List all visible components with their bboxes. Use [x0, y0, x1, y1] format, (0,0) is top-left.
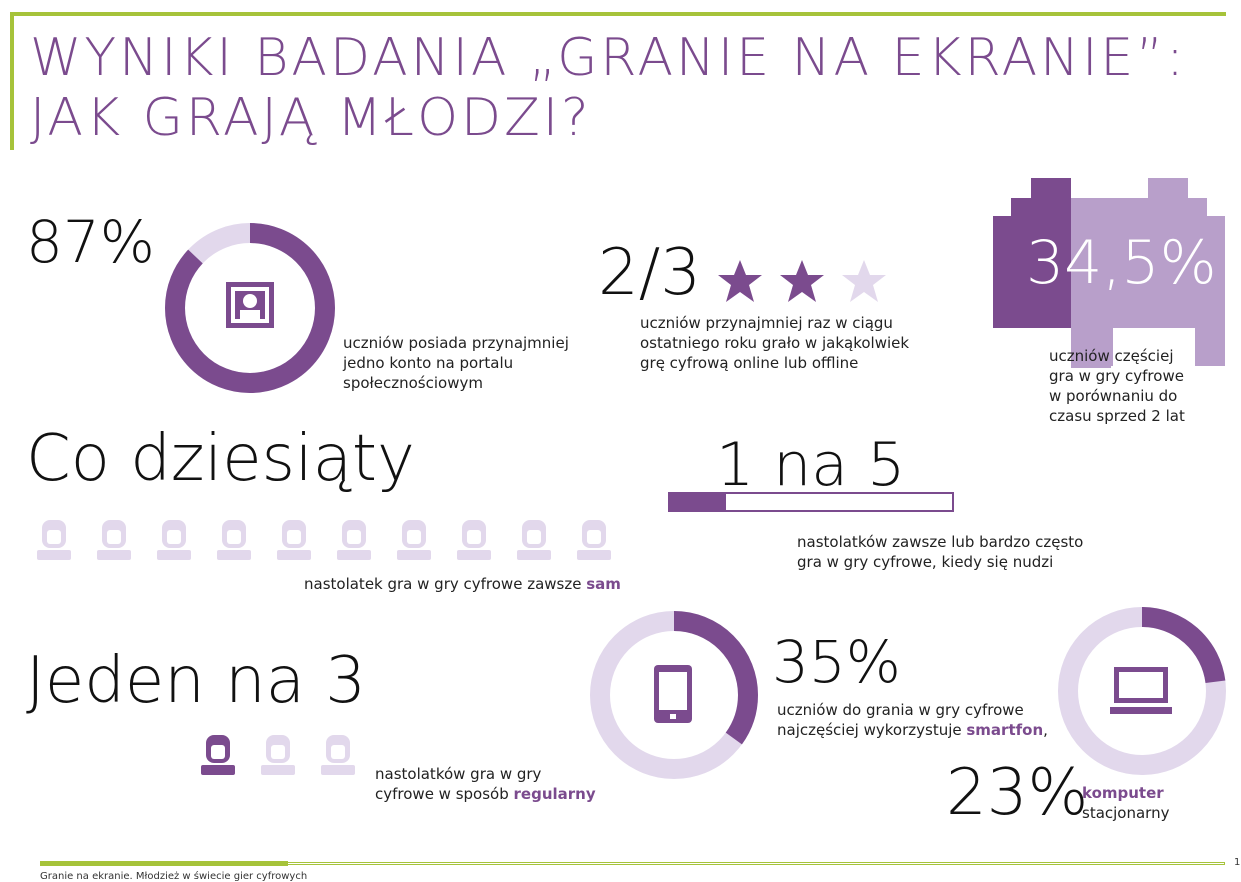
regular-people-row [198, 733, 378, 779]
regular-caption-line1: nastolatków gra w gry [375, 765, 542, 783]
bored-caption-line1: nastolatków zawsze lub bardzo często [797, 533, 1084, 551]
space-invader-icon [993, 178, 1225, 368]
alone-stat-value: Co dziesiąty [26, 422, 415, 496]
person-icon [457, 520, 491, 560]
social-donut-arc [165, 223, 335, 393]
bored-progress-bar [668, 492, 954, 512]
played-caption-line1: uczniów przynajmniej raz w ciągu [640, 314, 893, 332]
star-icon [780, 260, 824, 302]
desktop-computer-icon [1110, 667, 1172, 714]
star-icon [842, 260, 886, 302]
smartphone-stat-value: 35% [772, 628, 901, 696]
person-icon [321, 735, 355, 775]
played-stat-caption: uczniów przynajmniej raz w ciągu ostatni… [640, 313, 909, 373]
more-often-caption-line1: uczniów częściej [1049, 347, 1174, 365]
more-often-caption-line4: czasu sprzed 2 lat [1049, 407, 1185, 425]
smartphone-icon [654, 665, 692, 723]
regular-stat-caption: nastolatków gra w gry cyfrowe w sposób r… [375, 764, 596, 804]
person-icon [37, 520, 71, 560]
played-stars-row [716, 258, 896, 304]
alone-caption-text: nastolatek gra w gry cyfrowe zawsze [304, 575, 587, 593]
social-caption-line2: jedno konto na portalu [343, 354, 514, 372]
page-title: WYNIKI BADANIA „GRANIE NA EKRANIE”: JAK … [30, 28, 1187, 148]
person-icon [337, 520, 371, 560]
smartphone-donut-chart [590, 611, 758, 779]
regular-caption-highlight: regularny [513, 785, 596, 803]
bored-stat-value: 1 na 5 [716, 430, 906, 500]
person-icon [157, 520, 191, 560]
social-donut-chart [165, 223, 335, 393]
computer-donut-arc [1058, 607, 1226, 775]
smartphone-caption-line1: uczniów do grania w gry cyfrowe [777, 701, 1024, 719]
social-stat-value: 87% [26, 208, 155, 276]
bored-caption-line2: gra w gry cyfrowe, kiedy się nudzi [797, 553, 1054, 571]
social-caption-line1: uczniów posiada przynajmniej [343, 334, 569, 352]
more-often-caption-line3: w porównaniu do [1049, 387, 1178, 405]
more-often-caption-line2: gra w gry cyfrowe [1049, 367, 1184, 385]
page-title-line1: WYNIKI BADANIA „GRANIE NA EKRANIE”: [30, 28, 1187, 88]
smartphone-caption-line2: najczęściej wykorzystuje [777, 721, 967, 739]
smartphone-caption-suffix: , [1043, 721, 1048, 739]
computer-caption-highlight: komputer [1082, 784, 1164, 802]
footer-rule-accent [40, 861, 288, 866]
page-number: 1 [1234, 857, 1241, 868]
person-icon [397, 520, 431, 560]
person-icon [97, 520, 131, 560]
computer-caption-line2: stacjonarny [1082, 804, 1170, 822]
person-icon [261, 735, 295, 775]
computer-stat-caption: komputer stacjonarny [1082, 783, 1169, 823]
more-often-stat-value: 34,5% [1026, 228, 1217, 298]
bored-stat-caption: nastolatków zawsze lub bardzo często gra… [797, 532, 1083, 572]
smartphone-donut-arc [590, 611, 758, 779]
header-rule [10, 12, 1226, 16]
regular-stat-value: Jeden na 3 [26, 644, 366, 718]
header-left-rule [10, 12, 14, 150]
smartphone-stat-caption: uczniów do grania w gry cyfrowe najczęśc… [777, 700, 1048, 740]
alone-caption-highlight: sam [586, 575, 621, 593]
played-caption-line3: grę cyfrową online lub offline [640, 354, 859, 372]
computer-stat-value: 23% [946, 756, 1089, 830]
star-icon [718, 260, 762, 302]
alone-people-row [34, 518, 624, 564]
smartphone-caption-highlight: smartfon [966, 721, 1044, 739]
person-icon [201, 735, 235, 775]
social-stat-caption: uczniów posiada przynajmniej jedno konto… [343, 333, 569, 393]
more-often-stat-caption: uczniów częściej gra w gry cyfrowe w por… [1049, 346, 1185, 426]
person-icon [517, 520, 551, 560]
person-icon [217, 520, 251, 560]
page-title-line2: JAK GRAJĄ MŁODZI? [30, 88, 592, 148]
computer-donut-chart [1058, 607, 1226, 775]
person-icon [277, 520, 311, 560]
regular-caption-line2: cyfrowe w sposób [375, 785, 514, 803]
played-caption-line2: ostatniego roku grało w jakąkolwiek [640, 334, 910, 352]
footer-text: Granie na ekranie. Młodzież w świecie gi… [40, 871, 308, 882]
bored-progress-fill [670, 494, 727, 510]
profile-picture-icon [226, 282, 274, 328]
alone-stat-caption: nastolatek gra w gry cyfrowe zawsze sam [304, 574, 621, 594]
person-icon [577, 520, 611, 560]
social-caption-line3: społecznościowym [343, 374, 483, 392]
played-stat-value: 2/3 [598, 236, 701, 310]
